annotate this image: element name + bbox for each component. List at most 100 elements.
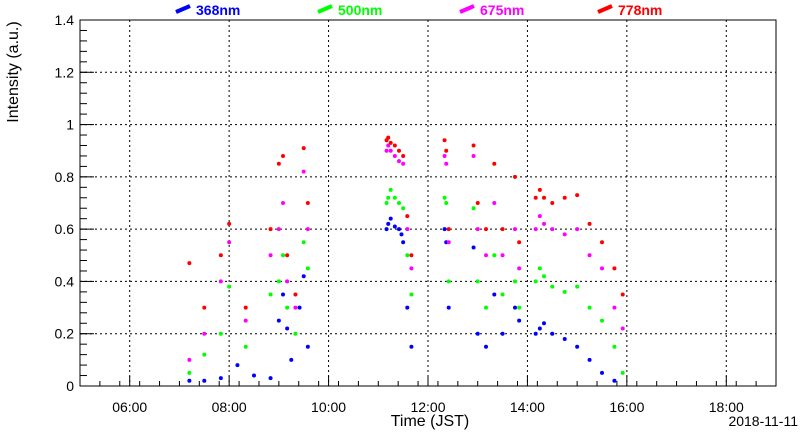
y-tick-label: 1 <box>66 117 74 133</box>
data-point-500nm <box>281 253 285 258</box>
data-point-675nm <box>533 227 538 232</box>
data-point-500nm <box>484 305 488 310</box>
date-label: 2018-11-11 <box>728 413 798 429</box>
data-point-368nm <box>305 344 310 349</box>
data-point-368nm <box>500 331 505 336</box>
data-point-500nm <box>305 266 310 271</box>
data-point-778nm <box>442 138 447 143</box>
y-tick-label: 1.4 <box>55 12 75 28</box>
data-point-500nm <box>301 240 306 245</box>
data-point-368nm <box>281 292 285 297</box>
data-point-778nm <box>542 195 546 200</box>
data-point-778nm <box>293 292 298 297</box>
data-point-675nm <box>600 266 604 271</box>
data-point-675nm <box>405 227 410 232</box>
data-point-675nm <box>388 148 393 153</box>
data-point-675nm <box>562 232 567 237</box>
data-point-368nm <box>550 331 555 336</box>
data-point-500nm <box>471 206 476 211</box>
data-point-500nm <box>388 187 393 192</box>
data-point-778nm <box>513 174 517 179</box>
data-point-778nm <box>475 201 480 205</box>
data-point-778nm <box>484 227 488 232</box>
data-point-778nm <box>492 161 497 166</box>
data-point-368nm <box>442 227 447 232</box>
data-point-675nm <box>401 161 406 166</box>
y-tick-label: 0.8 <box>55 169 75 185</box>
data-point-368nm <box>612 378 617 383</box>
legend: 368nm 500nm 675nm 778nm <box>175 2 662 18</box>
data-point-675nm <box>386 143 391 148</box>
data-point-368nm <box>235 363 240 368</box>
data-point-368nm <box>537 326 542 331</box>
data-point-368nm <box>386 221 391 226</box>
data-point-675nm <box>550 227 555 232</box>
data-point-500nm <box>392 195 397 200</box>
legend-label: 675nm <box>480 2 524 18</box>
data-point-675nm <box>612 305 617 310</box>
data-point-778nm <box>401 153 406 158</box>
data-point-368nm <box>218 376 223 381</box>
x-tick-label: 08:00 <box>212 399 247 415</box>
data-point-368nm <box>252 373 256 378</box>
data-point-500nm <box>442 195 447 200</box>
data-point-368nm <box>397 227 401 232</box>
data-point-675nm <box>384 148 389 153</box>
data-point-500nm <box>513 279 517 284</box>
data-point-368nm <box>187 378 192 383</box>
data-point-368nm <box>600 370 604 375</box>
data-point-778nm <box>620 292 625 297</box>
data-point-500nm <box>444 201 449 205</box>
data-point-675nm <box>409 266 414 271</box>
data-point-500nm <box>409 292 414 297</box>
data-point-368nm <box>484 344 488 349</box>
data-point-368nm <box>399 232 404 237</box>
data-point-368nm <box>405 305 410 310</box>
data-point-500nm <box>384 201 389 205</box>
data-point-778nm <box>600 240 604 245</box>
data-point-500nm <box>405 253 410 258</box>
x-tick-label: 12:00 <box>410 399 445 415</box>
data-point-778nm <box>587 221 592 226</box>
data-point-368nm <box>401 240 406 245</box>
data-point-675nm <box>513 227 517 232</box>
data-point-675nm <box>397 159 401 164</box>
data-point-675nm <box>202 331 207 336</box>
data-point-778nm <box>517 240 522 245</box>
data-point-778nm <box>281 153 285 158</box>
data-point-368nm <box>388 216 393 221</box>
data-point-500nm <box>550 284 555 289</box>
data-point-778nm <box>187 261 192 266</box>
data-point-675nm <box>281 201 285 205</box>
data-point-368nm <box>301 274 306 279</box>
data-point-368nm <box>587 357 592 362</box>
data-point-778nm <box>276 161 281 166</box>
x-tick-label: 10:00 <box>311 399 346 415</box>
legend-label: 368nm <box>196 2 240 18</box>
data-point-778nm <box>227 221 232 226</box>
data-point-778nm <box>392 143 397 148</box>
legend-marker <box>597 4 613 14</box>
data-point-675nm <box>475 227 480 232</box>
data-point-368nm <box>202 378 207 383</box>
data-point-675nm <box>542 221 546 226</box>
data-point-675nm <box>575 227 580 232</box>
data-point-778nm <box>386 135 391 140</box>
data-point-675nm <box>276 227 281 232</box>
data-point-675nm <box>620 326 625 331</box>
data-point-675nm <box>484 253 488 258</box>
y-tick-label: 0.4 <box>55 273 75 289</box>
data-point-368nm <box>285 326 290 331</box>
x-tick-label: 14:00 <box>510 399 545 415</box>
grid <box>80 20 776 386</box>
data-point-500nm <box>202 352 207 357</box>
data-point-675nm <box>285 279 290 284</box>
data-point-778nm <box>285 253 290 258</box>
data-point-500nm <box>293 331 298 336</box>
y-tick-label: 0 <box>66 378 74 394</box>
data-point-778nm <box>500 227 505 232</box>
data-points <box>187 135 625 383</box>
data-point-778nm <box>218 253 223 258</box>
x-tick-label: 06:00 <box>112 399 147 415</box>
